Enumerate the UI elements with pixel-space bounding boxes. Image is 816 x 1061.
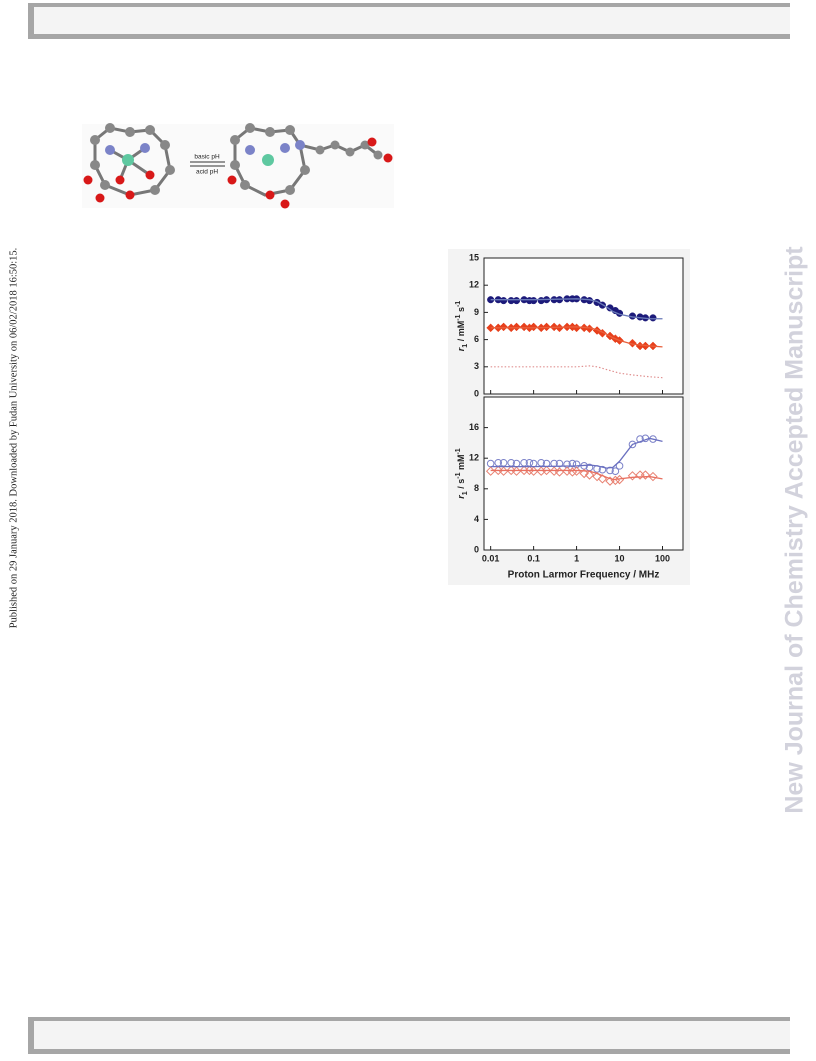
y-axis-label: r1 / s-1 mM-1 xyxy=(455,448,469,499)
footer-inner xyxy=(34,1021,790,1049)
fit-line xyxy=(490,365,663,379)
data-point xyxy=(598,328,607,338)
data-point xyxy=(579,468,589,479)
side-note: Published on 29 January 2018. Downloaded… xyxy=(8,248,19,629)
y-axis-label-part: / mM xyxy=(456,321,466,344)
x-tick-label: 10 xyxy=(615,553,625,563)
data-point xyxy=(568,459,577,468)
y-axis-label: r1 / mM-1 s-1 xyxy=(455,301,469,352)
y-axis-label-part: r xyxy=(456,495,466,499)
y-axis-label-part: -1 xyxy=(455,448,462,454)
y-tick-label: 4 xyxy=(474,514,479,524)
data-point xyxy=(519,322,529,332)
y-tick-label: 16 xyxy=(469,422,479,432)
y-tick-label: 0 xyxy=(474,388,479,398)
data-point xyxy=(555,459,564,468)
fit-line xyxy=(490,437,663,469)
data-point xyxy=(512,322,521,332)
chart-panel: 0 4 8 12 16 0.01 0.1 1 10 100 Proton Larmor Freque… xyxy=(455,396,684,581)
data-point xyxy=(500,297,508,305)
scheme: basic pH acid pH xyxy=(82,123,394,209)
fit-line xyxy=(490,298,663,320)
x-axis-label: Proton Larmor Frequency / MHz xyxy=(508,570,660,581)
data-point xyxy=(611,467,620,476)
header-inner xyxy=(34,7,790,34)
y-tick-label: 9 xyxy=(474,307,479,317)
atoms-right xyxy=(227,123,393,209)
fit-line xyxy=(490,469,663,481)
data-point xyxy=(649,435,657,443)
y-tick-label: 8 xyxy=(474,483,479,493)
data-point xyxy=(598,465,607,474)
data-point xyxy=(506,465,516,476)
y-axis-label-part: r xyxy=(456,347,466,351)
data-point xyxy=(640,470,651,480)
watermark: New Journal of Chemistry Accepted Manusc… xyxy=(781,246,809,814)
x-tick-label: 1 xyxy=(574,553,579,563)
y-axis-label-part: -1 xyxy=(455,314,462,320)
scheme-label: basic pH xyxy=(194,154,220,161)
y-tick-label: 3 xyxy=(474,361,479,371)
fit-line xyxy=(490,326,663,348)
data-point xyxy=(541,465,552,476)
y-axis-label-part: 1 xyxy=(462,344,469,348)
y-tick-label: 12 xyxy=(469,453,479,463)
x-tick-label: 0.1 xyxy=(527,553,540,563)
y-tick-label: 0 xyxy=(474,544,479,554)
data-point xyxy=(649,314,657,322)
atoms-left xyxy=(83,123,175,203)
data-point xyxy=(530,297,538,305)
y-axis-label-part: -1 xyxy=(455,301,462,307)
data-point xyxy=(597,474,608,484)
y-axis-label-part: -1 xyxy=(455,472,462,478)
x-tick-label: 0.01 xyxy=(482,553,500,563)
data-point xyxy=(628,338,637,348)
data-point xyxy=(628,440,637,449)
data-point xyxy=(493,465,503,476)
y-tick-label: 12 xyxy=(469,280,479,290)
data-point xyxy=(627,471,638,481)
y-tick-label: 15 xyxy=(469,252,479,262)
scheme-label: acid pH xyxy=(196,169,218,176)
y-axis-label-part: 1 xyxy=(462,491,469,495)
data-point xyxy=(499,322,508,332)
data-point xyxy=(615,462,624,470)
data-point xyxy=(584,470,595,480)
y-axis-label-part: mM xyxy=(456,455,466,473)
data-point xyxy=(648,471,658,482)
plot-area xyxy=(483,396,684,551)
y-axis-label-part: / s xyxy=(456,479,466,492)
y-axis-label-part: s xyxy=(456,307,466,315)
y-tick-label: 6 xyxy=(474,334,479,344)
data-point xyxy=(529,322,538,332)
data-point xyxy=(512,297,521,305)
x-tick-label: 100 xyxy=(655,553,670,563)
